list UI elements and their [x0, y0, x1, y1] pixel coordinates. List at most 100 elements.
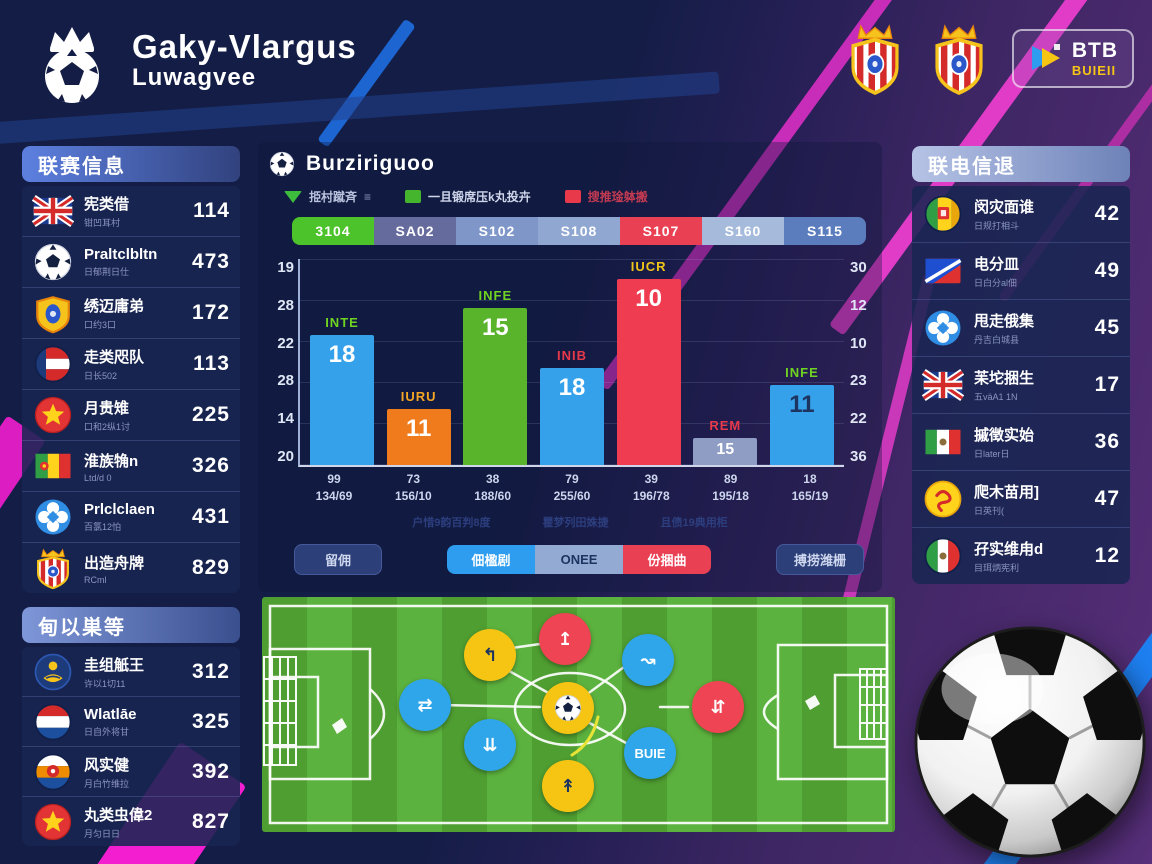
btb-logo-card[interactable]: BTB BUIEII: [1011, 28, 1134, 88]
chart-panel: Burziriguoo 挋村蹴斉 ≡ 一且锻席压k丸投卉 搜推琻躰搬 3104 …: [258, 142, 882, 592]
x-axis-labels: 99 134/69 73 156/10 38 188/60 79 255/60 39 19…: [315, 472, 829, 504]
bar: 15: [693, 438, 758, 465]
list-item[interactable]: 孖实维甪d 目珥炳宪利 12: [912, 528, 1130, 584]
football-icon: [553, 693, 583, 723]
player-marker[interactable]: ↥: [539, 613, 591, 665]
list-item[interactable]: Praltclbltn 日郁荆日仕 473: [22, 237, 240, 288]
app-title-line2: Luwagvee: [132, 64, 257, 91]
list-item[interactable]: Wlatlāe 日自外将甘 325: [22, 697, 240, 747]
list-item[interactable]: 甩走俄集 丹吉白城县 45: [912, 300, 1130, 357]
bar: 10: [616, 279, 681, 465]
app-title: Gaky-Vlargus Luwagvee: [132, 28, 357, 92]
mexico-flag-icon: [922, 421, 964, 463]
list-item[interactable]: 出造舟牌 RCml 829: [22, 543, 240, 593]
app-title-line1: Gaky-Vlargus: [132, 28, 357, 65]
mexico-circle-icon: [922, 535, 964, 577]
ball-marker[interactable]: [542, 682, 594, 734]
list-item[interactable]: 闵灾面谁 日规打相斗 42: [912, 186, 1130, 243]
navy-emblem-circle-icon: [32, 651, 74, 693]
chart-footnotes: 户惜9韵百判8度 瞿梦列田姝捷 且债19典用柜: [412, 516, 728, 529]
uk-flag-icon: [922, 364, 964, 406]
chip-tab[interactable]: 3104: [292, 217, 374, 245]
list-item[interactable]: 苿坨捆生 五väA1 1N 17: [912, 357, 1130, 414]
tactics-pitch: ⇄ ↰ ⇊ ↥ ↝ BUIE ↟ ⇵: [262, 597, 895, 832]
brand: Gaky-Vlargus Luwagvee: [26, 14, 357, 106]
blue-flower-circle-icon: [32, 496, 74, 538]
federation-info-panel: 联电信退 闵灾面谁 日规打相斗 42 电分皿 日白分al佃 49 甩走俄集 丹吉白城县…: [912, 146, 1130, 584]
pitch-markings: [263, 604, 889, 825]
player-marker[interactable]: ⇊: [464, 719, 516, 771]
bar-chart-plot: INTE 18 IURU 11 INFE 15: [298, 259, 844, 467]
check-shield-icon: [284, 190, 302, 203]
btb-title: BTB: [1071, 38, 1118, 62]
player-marker[interactable]: ↟: [542, 760, 594, 812]
striped-flag-circle-icon: [32, 343, 74, 385]
yellow-shield-icon: [32, 292, 74, 334]
chip-tab[interactable]: S160: [702, 217, 784, 245]
green-yellow-circle-icon: [922, 193, 964, 235]
bar-slot: REM 15: [693, 259, 758, 465]
list-item[interactable]: 走类咫队 日长502 113: [22, 339, 240, 390]
live-rank-panel: 甸以巣等 圭组觗王 许以1切11 312 Wlatlāe 日自外将甘 325 风实健…: [22, 607, 240, 846]
chip-tab[interactable]: S108: [538, 217, 620, 245]
diagonal-flag-icon: [922, 250, 964, 292]
list-item[interactable]: 圭组觗王 许以1切11 312: [22, 647, 240, 697]
bar: 18: [310, 335, 374, 465]
league-info-panel: 联赛信息 宪类借 钳凹耳村 114 Praltclbltn 日郁荆日仕 473 绣迈…: [22, 146, 240, 593]
bar-slot: INFE 15: [463, 259, 528, 465]
list-item[interactable]: 丸类虫偉2 月匀日日 827: [22, 797, 240, 846]
segment-button[interactable]: 份捆曲: [623, 544, 711, 574]
segment-button[interactable]: ONEE: [535, 544, 623, 574]
bar: 18: [539, 368, 604, 465]
chart-right-button[interactable]: 搏捞潍栅: [776, 543, 864, 575]
red-star-circle-icon: [32, 394, 74, 436]
item-value: 114: [193, 199, 230, 222]
list-item[interactable]: 宪类借 钳凹耳村 114: [22, 186, 240, 237]
pitch-mark: [805, 695, 820, 710]
list-item[interactable]: 绣迈庸弟 口约3口 172: [22, 288, 240, 339]
segment-button[interactable]: 佃楹剧: [447, 544, 535, 574]
list-item[interactable]: 摵徴实始 日later日 36: [912, 414, 1130, 471]
soccer-ball-image: [914, 626, 1146, 858]
btb-play-icon: [1031, 44, 1060, 70]
live-rank-panel-title: 甸以巣等: [22, 607, 240, 643]
bar-slot: INIB 18: [539, 259, 604, 465]
chip-tab[interactable]: S115: [784, 217, 866, 245]
uk-flag-icon: [32, 190, 74, 232]
list-item[interactable]: 爬木苗用] 日英刊( 47: [912, 471, 1130, 528]
bar-value: 18: [328, 341, 356, 369]
player-marker[interactable]: ⇄: [399, 679, 451, 731]
bar: 15: [463, 308, 528, 465]
legend-swatch-icon: [405, 190, 422, 203]
player-marker[interactable]: BUIE: [624, 727, 676, 779]
btb-subtitle: BUIEII: [1071, 62, 1117, 78]
list-item[interactable]: 电分皿 日白分al佃 49: [912, 243, 1130, 300]
header-right: BTB BUIEII: [844, 20, 1134, 96]
player-marker[interactable]: ↝: [622, 634, 674, 686]
legend-item: 挋村蹴斉 ≡: [284, 188, 371, 205]
list-item[interactable]: 淮族觕n Ltd/d 0 326: [22, 441, 240, 492]
yellow-emblem-circle-icon: [922, 478, 964, 520]
list-item[interactable]: 风实健 月白竹维拉 392: [22, 747, 240, 797]
chart-title: Burziriguoo: [306, 152, 435, 175]
player-marker[interactable]: ⇵: [692, 681, 744, 733]
chart-left-button[interactable]: 留佣: [294, 543, 382, 575]
player-marker[interactable]: ↰: [464, 629, 516, 681]
bar: 11: [769, 384, 834, 465]
blue-flower-circle-icon: [922, 307, 964, 349]
chip-tab[interactable]: SA02: [374, 217, 456, 245]
club-crest-icon: [928, 20, 990, 96]
bar-slot: IUCR 10: [616, 259, 681, 465]
chart-football-icon: [268, 150, 296, 178]
football-icon: [32, 241, 74, 283]
bar-tag: INTE: [325, 315, 359, 331]
green-yellow-red-flag-icon: [32, 445, 74, 487]
list-item[interactable]: 月贵雉 口和2纵1讨 225: [22, 390, 240, 441]
list-item[interactable]: Prlclclaen 百氯12怕 431: [22, 492, 240, 543]
app-header: Gaky-Vlargus Luwagvee BTB BUIEII: [0, 0, 1152, 128]
chip-tab[interactable]: S107: [620, 217, 702, 245]
legend-swatch-icon: [564, 190, 581, 203]
chip-tab[interactable]: S102: [456, 217, 538, 245]
bar-slot: INFE 11: [769, 259, 834, 465]
